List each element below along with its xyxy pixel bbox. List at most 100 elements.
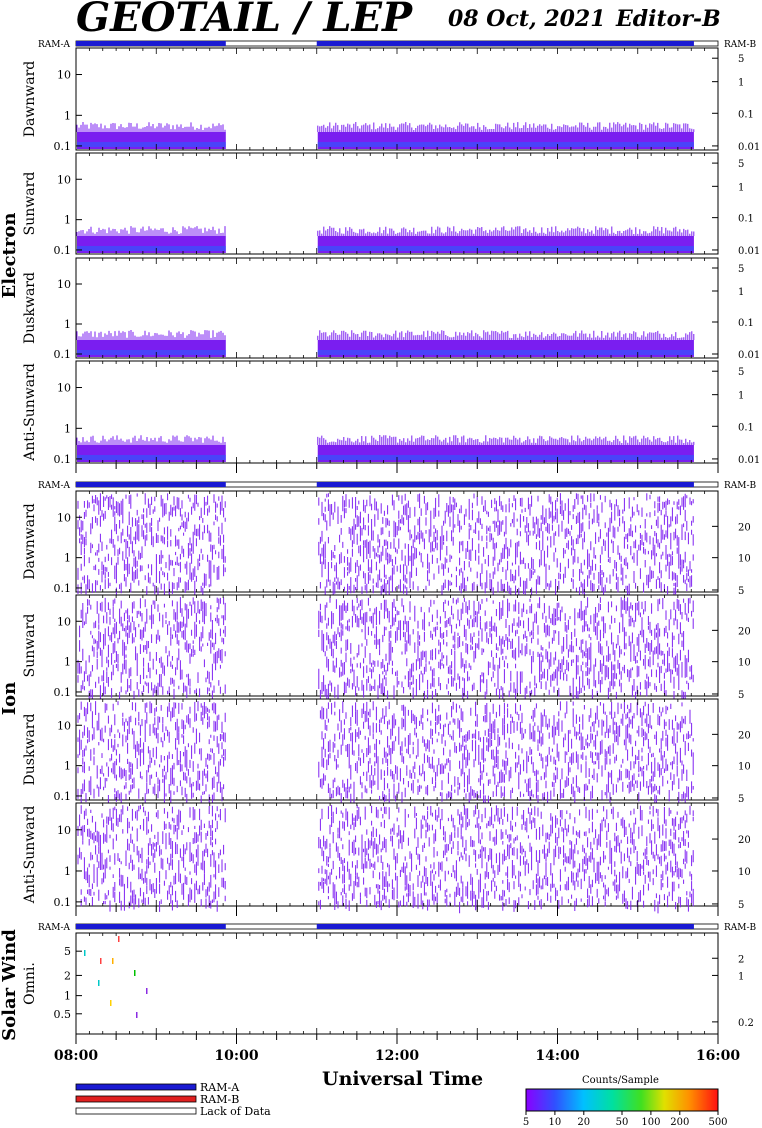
legend-label-lack-of-data: Lack of Data <box>200 1105 271 1118</box>
left-tick-label: 1 <box>64 422 71 435</box>
panel-label-7: Duskward <box>22 714 38 786</box>
right-tick-label: 1 <box>738 391 744 402</box>
x-tick-label: 16:00 <box>696 1048 740 1064</box>
panel-label-3: Duskward <box>22 272 38 344</box>
left-tick-label: 1 <box>64 318 71 331</box>
ion-flux-streaks <box>77 701 226 807</box>
ion-flux-streaks <box>77 805 226 912</box>
ram-right-label: RAM-B <box>724 923 757 933</box>
panel-frame <box>75 490 719 593</box>
right-tick-label: 0.01 <box>738 350 760 361</box>
panel-label-5: Dawnward <box>22 503 38 580</box>
electron-flux-core <box>317 350 694 355</box>
left-tick-label: 2 <box>64 969 71 982</box>
electron-flux-spikes <box>76 226 226 236</box>
ram-a-segment <box>76 41 226 46</box>
ram-a-segment <box>76 482 226 487</box>
right-tick-label: 0.1 <box>738 214 754 225</box>
electron-flux-spikes <box>76 330 226 340</box>
panel-frame <box>75 698 719 801</box>
solar-wind-point <box>112 958 114 964</box>
ion-flux-streaks <box>77 597 226 702</box>
x-tick-label: 10:00 <box>214 1048 258 1064</box>
solar-wind-point <box>84 950 86 956</box>
right-tick-label: 2 <box>738 954 744 965</box>
right-tick-label: 1 <box>738 971 744 982</box>
right-tick-label: 5 <box>738 54 744 65</box>
left-tick-label: 10 <box>57 69 71 82</box>
panel-label-1: Dawnward <box>22 61 38 138</box>
right-tick-label: 5 <box>738 264 744 275</box>
right-tick-label: 0.01 <box>738 246 760 257</box>
solar-wind-point <box>118 936 120 942</box>
panel-label-6: Sunward <box>22 614 38 678</box>
right-tick-label: 10 <box>738 762 751 773</box>
right-tick-label: 0.1 <box>738 422 754 433</box>
left-tick-label: 0.1 <box>54 790 72 803</box>
right-tick-label: 0.2 <box>738 1018 754 1029</box>
electron-flux-core <box>317 455 694 460</box>
electron-flux-core <box>77 142 226 147</box>
x-axis-title: Universal Time <box>322 1068 484 1090</box>
colorbar <box>525 1088 719 1112</box>
left-tick-label: 1 <box>64 109 71 122</box>
colorbar-tick-label: 200 <box>670 1117 689 1128</box>
left-tick-label: 0.5 <box>54 1008 72 1021</box>
left-tick-label: 10 <box>57 511 71 524</box>
solar-wind-point <box>98 980 100 986</box>
ram-a-segment <box>316 924 694 929</box>
right-tick-label: 10 <box>738 554 751 565</box>
electron-flux-core <box>77 455 226 460</box>
left-tick-label: 0.1 <box>54 582 72 595</box>
ram-a-segment <box>316 482 694 487</box>
electron-flux-spikes <box>317 122 695 132</box>
panel-label-2: Sunward <box>22 172 38 236</box>
left-tick-label: 10 <box>57 719 71 732</box>
solar-wind-point <box>134 970 136 976</box>
right-tick-label: 20 <box>738 835 751 846</box>
ion-flux-streaks <box>318 597 694 703</box>
right-tick-label: 20 <box>738 730 751 741</box>
right-tick-label: 5 <box>738 159 744 170</box>
left-tick-label: 1 <box>64 990 71 1003</box>
solar-wind-point <box>100 958 102 964</box>
electron-flux-core <box>317 142 694 147</box>
colorbar-tick-label: 20 <box>577 1117 590 1128</box>
group-label: Electron <box>0 213 20 299</box>
right-tick-label: 1 <box>738 78 744 89</box>
colorbar-tick-label: 100 <box>641 1117 660 1128</box>
ram-right-label: RAM-B <box>724 40 757 50</box>
ram-right-label: RAM-B <box>724 481 757 491</box>
electron-flux-spikes <box>317 330 695 340</box>
panel-label-8: Anti-Sunward <box>22 806 38 905</box>
electron-flux-spikes <box>76 122 226 132</box>
left-tick-label: 0.1 <box>54 140 72 153</box>
left-tick-label: 0.1 <box>54 453 72 466</box>
x-tick-label: 12:00 <box>375 1048 419 1064</box>
legend-label-ram-b: RAM-B <box>200 1093 240 1106</box>
right-tick-label: 10 <box>738 867 751 878</box>
ram-a-segment <box>316 41 694 46</box>
ion-flux-streaks <box>318 493 694 599</box>
solar-wind-point <box>146 988 148 994</box>
panel-label-9: Omni. <box>22 962 38 1005</box>
left-tick-label: 5 <box>64 945 71 958</box>
right-tick-label: 0.1 <box>738 109 754 120</box>
plot-title: GEOTAIL / LEP <box>76 0 413 41</box>
right-tick-label: 5 <box>738 794 744 805</box>
left-tick-label: 1 <box>64 656 71 669</box>
left-tick-label: 0.1 <box>54 686 72 699</box>
left-tick-label: 10 <box>57 382 71 395</box>
left-tick-label: 1 <box>64 760 71 773</box>
legend-bar-ram-b <box>75 1095 197 1103</box>
ram-left-label: RAM-A <box>38 923 71 933</box>
right-tick-label: 20 <box>738 626 751 637</box>
solar-wind-point <box>136 1012 138 1018</box>
ion-flux-streaks <box>318 701 694 807</box>
ram-a-segment <box>76 924 226 929</box>
plot-date: 08 Oct, 2021 <box>448 6 606 32</box>
ion-flux-streaks <box>318 805 694 914</box>
left-tick-label: 1 <box>64 552 71 565</box>
